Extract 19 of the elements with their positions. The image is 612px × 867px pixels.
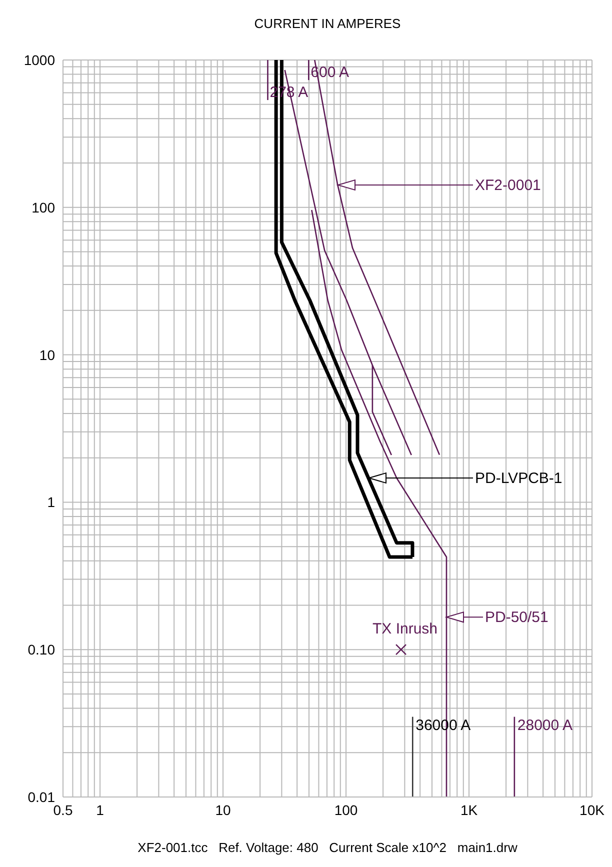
annotation: PD-LVPCB-1	[475, 470, 562, 487]
y-tick-label: 0.01	[28, 788, 56, 805]
chart-title: CURRENT IN AMPERES	[253, 16, 402, 31]
x-tick-label: 0.5	[53, 802, 73, 818]
x-tick-label: 1	[96, 802, 104, 818]
annotation: 28000 A	[517, 716, 572, 734]
annotation: PD-50/51	[485, 609, 548, 626]
x-tick-label: 100	[334, 802, 358, 818]
text: XF2-001.tcc Ref. Voltage: 480 Current Scale x10^2 main1.drw	[136, 840, 518, 855]
y-tick-label: 0.10	[28, 642, 56, 658]
y-tick-label: 10	[39, 346, 56, 363]
annotation: XF2-0001	[475, 177, 541, 194]
y-tick-label: 1	[47, 494, 56, 510]
x-tick-label: 10K	[580, 802, 606, 818]
y-tick-label: 100	[32, 199, 56, 216]
series-label: TX Inrush	[372, 620, 438, 638]
y-tick-label: 1000	[24, 52, 56, 68]
x-tick-label: 1K	[460, 802, 478, 818]
x-tick-label: 10	[215, 802, 232, 818]
